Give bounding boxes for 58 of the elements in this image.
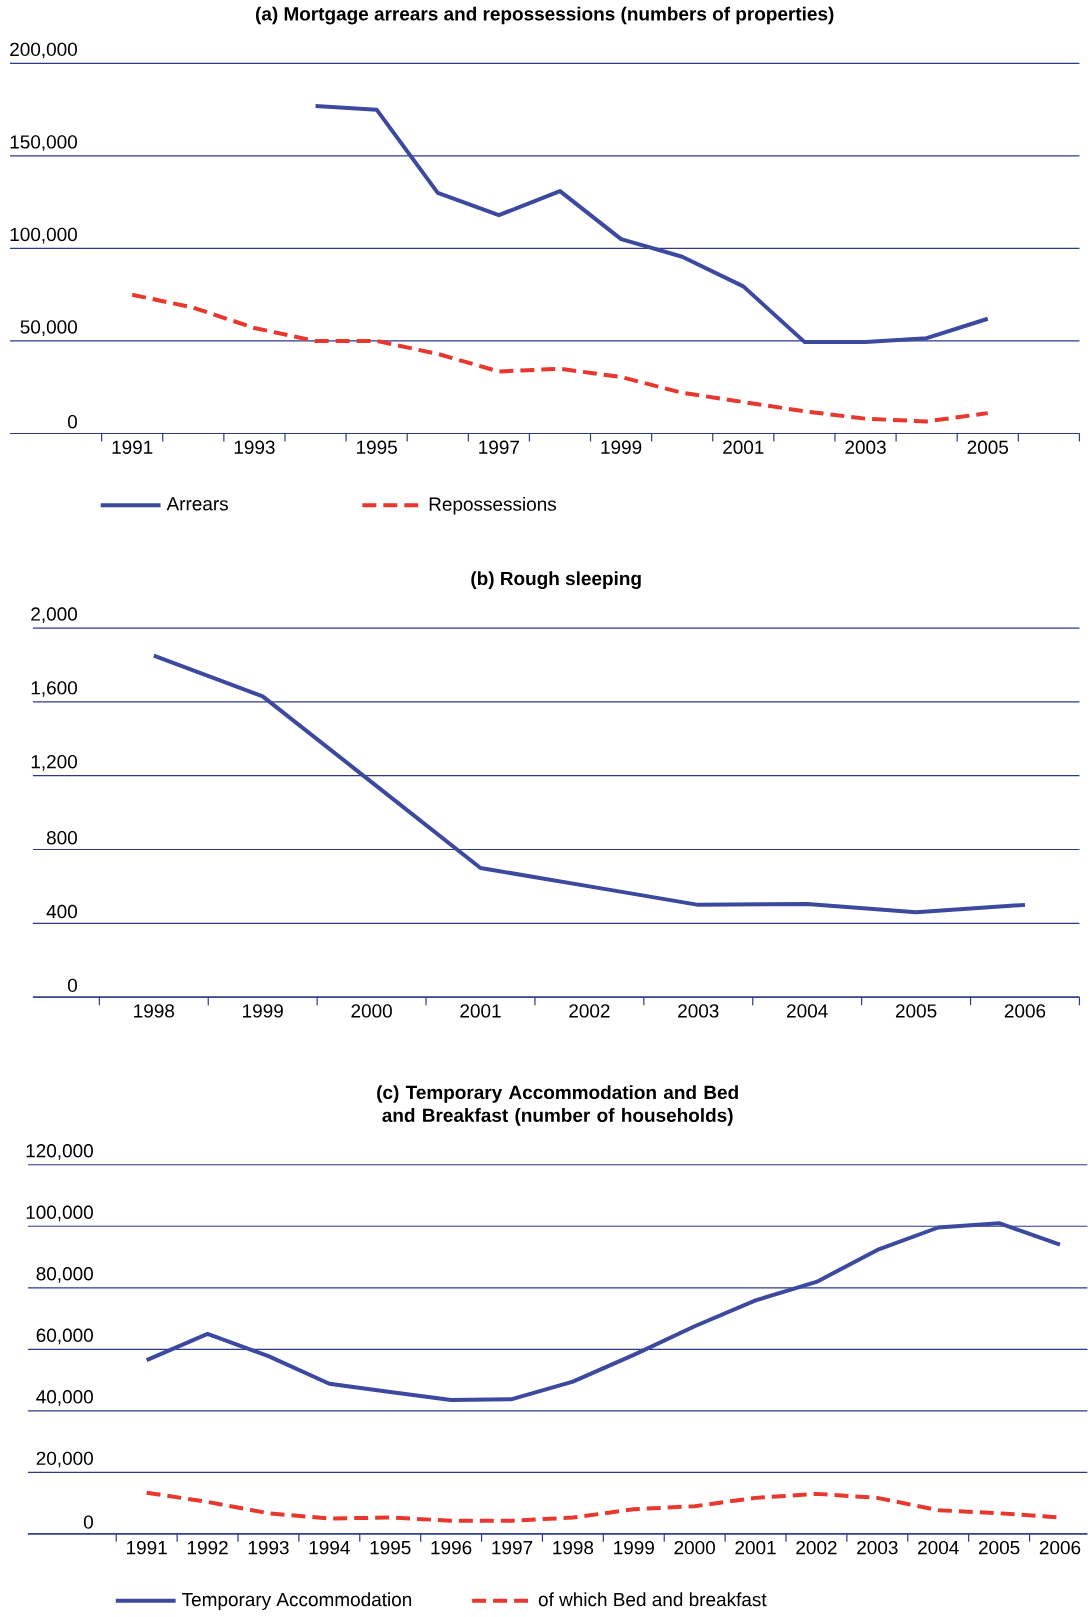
x-tick-label: 2004 bbox=[786, 1004, 828, 1018]
y-tick-label: 20,000 bbox=[36, 1451, 93, 1468]
y-tick-label: 400 bbox=[46, 904, 77, 919]
x-tick-label: 1991 bbox=[126, 1540, 167, 1555]
y-tick-label: 150,000 bbox=[10, 135, 77, 151]
y-tick-label: 1,200 bbox=[31, 754, 77, 771]
x-tick-label: 2002 bbox=[569, 1004, 610, 1018]
x-tick-label: 2003 bbox=[845, 440, 886, 454]
legend-label: Repossessions bbox=[429, 496, 556, 515]
y-tick-label: 0 bbox=[67, 415, 77, 429]
y-tick-label: 800 bbox=[46, 831, 77, 845]
x-tick-label: 1991 bbox=[112, 440, 153, 454]
y-tick-label: 80,000 bbox=[36, 1267, 93, 1283]
chart-title: (a) Mortgage arrears and repossessions (numbers of properties) bbox=[255, 6, 834, 25]
x-tick-label: 2003 bbox=[857, 1540, 898, 1555]
x-tick-label: 2002 bbox=[796, 1540, 837, 1555]
x-tick-label: 1992 bbox=[187, 1540, 228, 1555]
x-tick-label: 2004 bbox=[917, 1540, 959, 1555]
x-tick-label: 1999 bbox=[242, 1004, 283, 1018]
x-tick-label: 1994 bbox=[309, 1540, 350, 1555]
x-tick-label: 2000 bbox=[351, 1004, 392, 1018]
y-tick-label: 120,000 bbox=[26, 1144, 93, 1160]
y-tick-label: 50,000 bbox=[20, 320, 77, 336]
y-tick-label: 100,000 bbox=[10, 227, 77, 244]
x-tick-label: 2003 bbox=[677, 1004, 719, 1018]
x-tick-label: 1996 bbox=[431, 1540, 472, 1555]
y-tick-label: 100,000 bbox=[26, 1205, 93, 1222]
x-tick-label: 1997 bbox=[479, 440, 519, 454]
y-tick-label: 2,000 bbox=[31, 607, 77, 623]
x-tick-label: 2001 bbox=[735, 1540, 776, 1555]
y-tick-label: 1,600 bbox=[31, 681, 77, 697]
y-tick-label: 40,000 bbox=[35, 1390, 93, 1406]
legend-label: Temporary Accommodation bbox=[181, 1592, 411, 1610]
x-tick-label: 2005 bbox=[895, 1004, 937, 1018]
x-tick-label: 1997 bbox=[492, 1540, 532, 1555]
x-tick-label: 2006 bbox=[1039, 1540, 1081, 1555]
x-tick-label: 1999 bbox=[613, 1540, 654, 1555]
x-tick-label: 1993 bbox=[234, 440, 275, 454]
x-tick-label: 2005 bbox=[967, 440, 1008, 454]
x-tick-label: 2001 bbox=[722, 440, 764, 454]
legend-label: of which Bed and breakfast bbox=[538, 1592, 767, 1607]
legend-label: Arrears bbox=[166, 497, 228, 511]
x-tick-label: 1999 bbox=[601, 440, 642, 454]
y-tick-label: 0 bbox=[67, 978, 77, 993]
x-tick-label: 1995 bbox=[356, 440, 397, 454]
y-tick-label: 60,000 bbox=[36, 1328, 93, 1345]
x-tick-label: 1993 bbox=[248, 1540, 289, 1555]
x-tick-label: 1998 bbox=[133, 1004, 174, 1018]
x-tick-label: 2001 bbox=[460, 1004, 501, 1018]
y-tick-label: 0 bbox=[83, 1515, 93, 1529]
x-tick-label: 1998 bbox=[553, 1540, 593, 1555]
x-tick-label: 1995 bbox=[370, 1540, 411, 1555]
x-tick-label: 2000 bbox=[674, 1540, 715, 1555]
chart-title: (b) Rough sleeping bbox=[471, 571, 641, 590]
x-tick-label: 2006 bbox=[1004, 1004, 1046, 1018]
y-tick-label: 200,000 bbox=[9, 42, 77, 59]
x-tick-label: 2005 bbox=[978, 1540, 1020, 1555]
chart-title: (c) Temporary Accommodation and Bed and Breakfast (number of households) bbox=[376, 1085, 738, 1126]
